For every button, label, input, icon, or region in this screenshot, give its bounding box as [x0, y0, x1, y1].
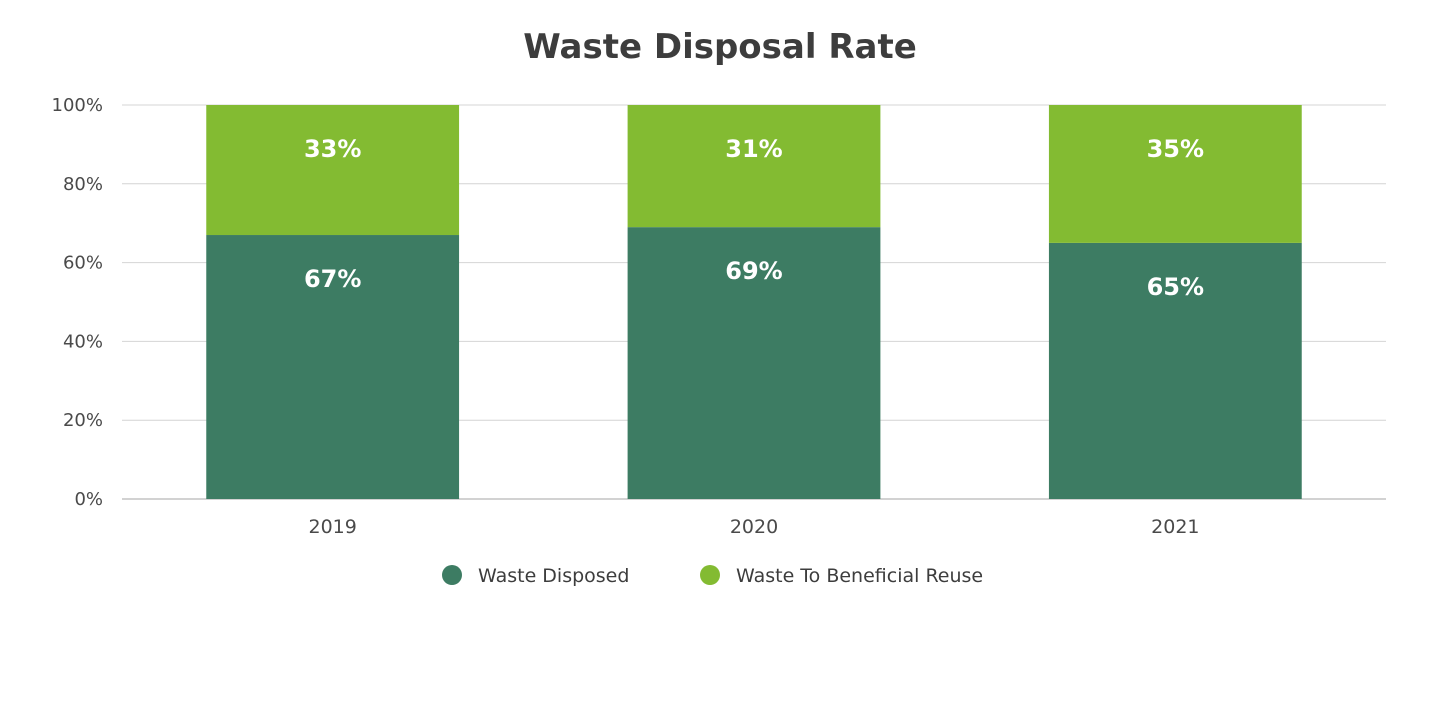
data-label: 65% — [1147, 273, 1204, 301]
bar-segment-beneficial-reuse — [627, 105, 881, 228]
bar-segment-waste-disposed — [1048, 242, 1302, 499]
labels-layer: 0% 20% 40% 60% 80% 100% 67% 33% 2019 69% 31% 2020 65… — [52, 95, 1205, 538]
y-tick-label: 80% — [63, 174, 103, 195]
legend-marker-icon — [442, 565, 462, 585]
chart-title: Waste Disposal Rate — [523, 27, 917, 67]
y-tick-label: 40% — [63, 331, 103, 352]
data-label: 33% — [304, 135, 361, 163]
legend-marker-icon — [700, 565, 720, 585]
data-label: 67% — [304, 265, 361, 293]
legend-label: Waste Disposed — [478, 565, 629, 587]
y-tick-label: 60% — [63, 253, 103, 274]
legend-label: Waste To Beneficial Reuse — [736, 565, 983, 587]
bars-layer — [206, 105, 1302, 499]
y-tick-label: 100% — [52, 95, 103, 116]
bar-segment-waste-disposed — [206, 235, 460, 499]
bar-segment-beneficial-reuse — [1048, 105, 1302, 243]
x-tick-label: 2020 — [730, 516, 778, 538]
data-label: 31% — [725, 135, 782, 163]
x-tick-label: 2019 — [308, 516, 356, 538]
bar-segment-beneficial-reuse — [206, 105, 460, 236]
data-label: 69% — [725, 257, 782, 285]
bar-segment-waste-disposed — [627, 227, 881, 499]
data-label: 35% — [1147, 135, 1204, 163]
legend: Waste Disposed Waste To Beneficial Reuse — [442, 565, 983, 587]
y-tick-label: 20% — [63, 410, 103, 431]
y-tick-label: 0% — [74, 489, 103, 510]
x-tick-label: 2021 — [1151, 516, 1199, 538]
